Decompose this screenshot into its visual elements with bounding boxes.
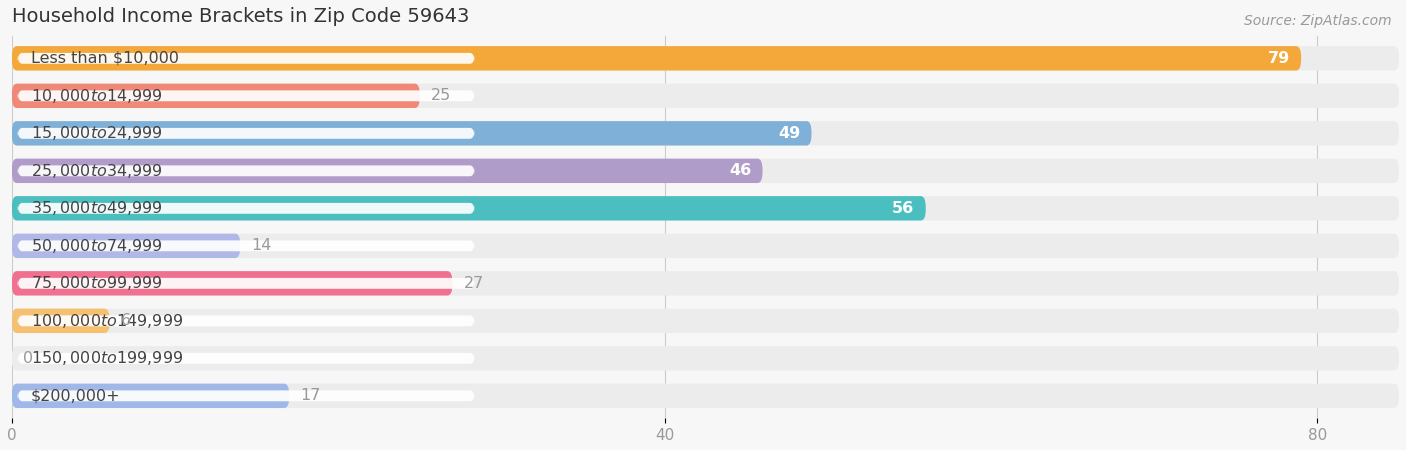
FancyBboxPatch shape [11, 46, 1399, 71]
FancyBboxPatch shape [11, 196, 925, 220]
FancyBboxPatch shape [18, 391, 475, 401]
FancyBboxPatch shape [18, 278, 475, 289]
Text: $50,000 to $74,999: $50,000 to $74,999 [31, 237, 163, 255]
Text: 49: 49 [778, 126, 800, 141]
FancyBboxPatch shape [11, 234, 1399, 258]
FancyBboxPatch shape [18, 240, 475, 251]
FancyBboxPatch shape [11, 159, 1399, 183]
FancyBboxPatch shape [11, 234, 240, 258]
Text: $150,000 to $199,999: $150,000 to $199,999 [31, 349, 183, 367]
FancyBboxPatch shape [18, 203, 475, 214]
FancyBboxPatch shape [18, 90, 475, 101]
Text: 25: 25 [432, 88, 451, 104]
FancyBboxPatch shape [18, 53, 475, 64]
Text: 14: 14 [252, 238, 271, 253]
FancyBboxPatch shape [11, 271, 1399, 296]
Text: $15,000 to $24,999: $15,000 to $24,999 [31, 124, 163, 142]
FancyBboxPatch shape [11, 309, 110, 333]
FancyBboxPatch shape [11, 309, 1399, 333]
Text: $75,000 to $99,999: $75,000 to $99,999 [31, 274, 163, 292]
FancyBboxPatch shape [11, 196, 1399, 220]
Text: 46: 46 [728, 163, 751, 178]
FancyBboxPatch shape [18, 353, 475, 364]
FancyBboxPatch shape [11, 384, 290, 408]
Text: 27: 27 [464, 276, 484, 291]
FancyBboxPatch shape [11, 121, 1399, 145]
FancyBboxPatch shape [11, 121, 811, 145]
FancyBboxPatch shape [11, 346, 1399, 370]
Text: Less than $10,000: Less than $10,000 [31, 51, 179, 66]
Text: 56: 56 [891, 201, 914, 216]
Text: 79: 79 [1267, 51, 1289, 66]
FancyBboxPatch shape [11, 159, 762, 183]
FancyBboxPatch shape [11, 46, 1301, 71]
FancyBboxPatch shape [11, 384, 1399, 408]
Text: Household Income Brackets in Zip Code 59643: Household Income Brackets in Zip Code 59… [11, 7, 470, 26]
FancyBboxPatch shape [11, 84, 420, 108]
Text: $200,000+: $200,000+ [31, 388, 121, 403]
FancyBboxPatch shape [11, 84, 1399, 108]
FancyBboxPatch shape [18, 166, 475, 176]
Text: $10,000 to $14,999: $10,000 to $14,999 [31, 87, 163, 105]
FancyBboxPatch shape [11, 271, 453, 296]
Text: 6: 6 [121, 313, 131, 328]
Text: $25,000 to $34,999: $25,000 to $34,999 [31, 162, 163, 180]
Text: 0: 0 [22, 351, 34, 366]
Text: Source: ZipAtlas.com: Source: ZipAtlas.com [1244, 14, 1392, 27]
FancyBboxPatch shape [18, 128, 475, 139]
Text: $100,000 to $149,999: $100,000 to $149,999 [31, 312, 183, 330]
FancyBboxPatch shape [18, 315, 475, 326]
Text: $35,000 to $49,999: $35,000 to $49,999 [31, 199, 163, 217]
Text: 17: 17 [301, 388, 321, 403]
